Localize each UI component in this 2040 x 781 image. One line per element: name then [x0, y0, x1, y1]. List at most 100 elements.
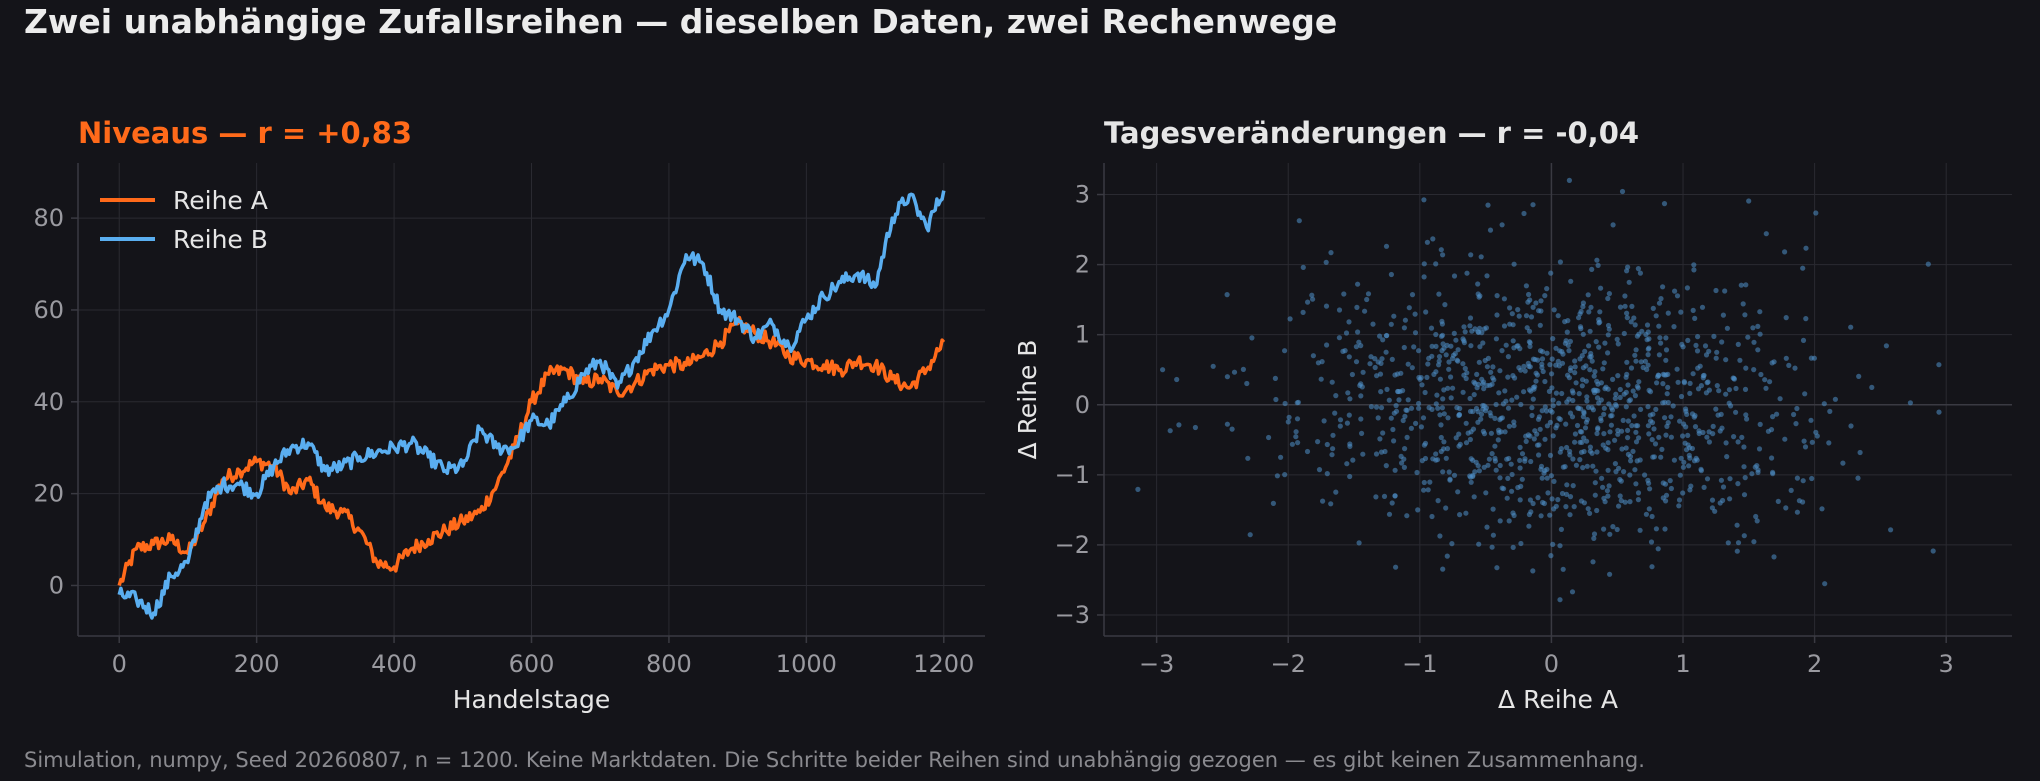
scatter-point: [1404, 434, 1410, 440]
scatter-point: [1453, 337, 1459, 343]
scatter-point: [1665, 399, 1671, 406]
scatter-point: [1541, 500, 1547, 507]
scatter-point: [1801, 438, 1807, 444]
scatter-point: [1652, 441, 1659, 447]
scatter-point: [1683, 408, 1689, 414]
y-tick-label: 40: [33, 388, 64, 416]
scatter-point: [1654, 380, 1660, 386]
scatter-point: [1511, 512, 1517, 519]
scatter-point: [1388, 321, 1394, 327]
scatter-point: [1771, 554, 1777, 560]
scatter-point: [1224, 421, 1230, 427]
scatter-point: [1373, 404, 1380, 410]
scatter-point: [1532, 356, 1538, 363]
scatter-point: [1347, 441, 1353, 447]
scatter-point: [1840, 460, 1846, 466]
scatter-point: [1628, 458, 1634, 464]
scatter-point: [1501, 323, 1508, 329]
scatter-point: [1742, 475, 1748, 481]
scatter-point: [1304, 448, 1311, 455]
scatter-point: [1640, 364, 1646, 371]
scatter-point: [1471, 494, 1477, 500]
scatter-point: [1619, 446, 1625, 452]
scatter-point: [1530, 500, 1536, 507]
scatter-point: [1460, 389, 1466, 395]
scatter-point: [1443, 505, 1449, 511]
scatter-point: [1529, 412, 1535, 419]
scatter-point: [1511, 423, 1517, 429]
scatter-point: [1522, 368, 1528, 374]
scatter-point: [1481, 431, 1488, 437]
scatter-point: [1656, 323, 1662, 329]
scatter-point: [1467, 315, 1474, 321]
scatter-point: [1802, 391, 1808, 397]
scatter-point: [1499, 222, 1505, 228]
scatter-point: [1731, 375, 1737, 381]
scatter-point: [1390, 426, 1396, 433]
scatter-point: [1174, 376, 1180, 383]
scatter-point: [1738, 282, 1744, 288]
scatter-point: [1668, 485, 1674, 492]
scatter-point: [1614, 526, 1620, 533]
scatter-point: [1323, 259, 1329, 265]
scatter-point: [1518, 401, 1524, 408]
scatter-point: [1515, 307, 1521, 313]
scatter-point: [1577, 439, 1583, 445]
scatter-point: [1587, 328, 1593, 334]
scatter-point: [1936, 362, 1942, 368]
scatter-point: [1587, 444, 1593, 450]
scatter-point: [1662, 526, 1668, 532]
scatter-point: [1592, 369, 1598, 375]
scatter-point: [1691, 262, 1697, 268]
scatter-point: [1365, 291, 1372, 297]
scatter-point: [1633, 439, 1640, 445]
scatter-point: [1750, 325, 1756, 331]
scatter-point: [1389, 500, 1395, 506]
scatter-point: [1436, 354, 1443, 360]
scatter-point: [1601, 360, 1607, 366]
scatter-point: [1538, 466, 1544, 472]
scatter-point: [1630, 388, 1636, 394]
scatter-point: [1681, 379, 1687, 385]
scatter-point: [1698, 466, 1704, 472]
scatter-point: [1245, 455, 1251, 461]
scatter-point: [1749, 471, 1755, 477]
scatter-point: [1770, 469, 1776, 475]
scatter-point: [1495, 437, 1501, 443]
x-tick-label: 400: [371, 650, 417, 678]
scatter-point: [1819, 506, 1825, 512]
scatter-point: [1632, 393, 1638, 399]
scatter-point: [1444, 342, 1450, 348]
x-tick-label: −2: [1271, 650, 1306, 678]
scatter-point: [1345, 390, 1351, 396]
scatter-point: [1333, 393, 1339, 399]
scatter-point: [1751, 367, 1757, 373]
scatter-point: [1687, 445, 1693, 451]
scatter-point: [1414, 469, 1420, 476]
scatter-point: [1494, 293, 1500, 299]
scatter-point: [1580, 331, 1586, 337]
scatter-point: [1476, 541, 1482, 547]
scatter-point: [1477, 344, 1483, 350]
scatter-point: [1488, 369, 1494, 375]
scatter-point: [1645, 477, 1651, 483]
scatter-point: [1502, 429, 1508, 435]
scatter-point: [1602, 386, 1608, 392]
scatter-point: [1285, 419, 1291, 425]
scatter-point: [1769, 455, 1775, 461]
scatter-point: [1446, 469, 1452, 475]
scatter-point: [1584, 398, 1590, 404]
scatter-point: [1467, 436, 1473, 443]
scatter-point: [1646, 336, 1652, 342]
scatter-point: [1418, 424, 1424, 430]
scatter-point: [1231, 369, 1238, 375]
scatter-point: [1135, 486, 1141, 492]
scatter-point: [1412, 330, 1419, 336]
scatter-point: [1536, 442, 1542, 448]
scatter-point: [1800, 265, 1806, 271]
scatter-point: [1658, 296, 1664, 302]
scatter-point: [1300, 309, 1306, 315]
scatter-point: [1783, 505, 1789, 511]
scatter-point: [1467, 408, 1474, 414]
scatter-point: [1557, 416, 1563, 422]
